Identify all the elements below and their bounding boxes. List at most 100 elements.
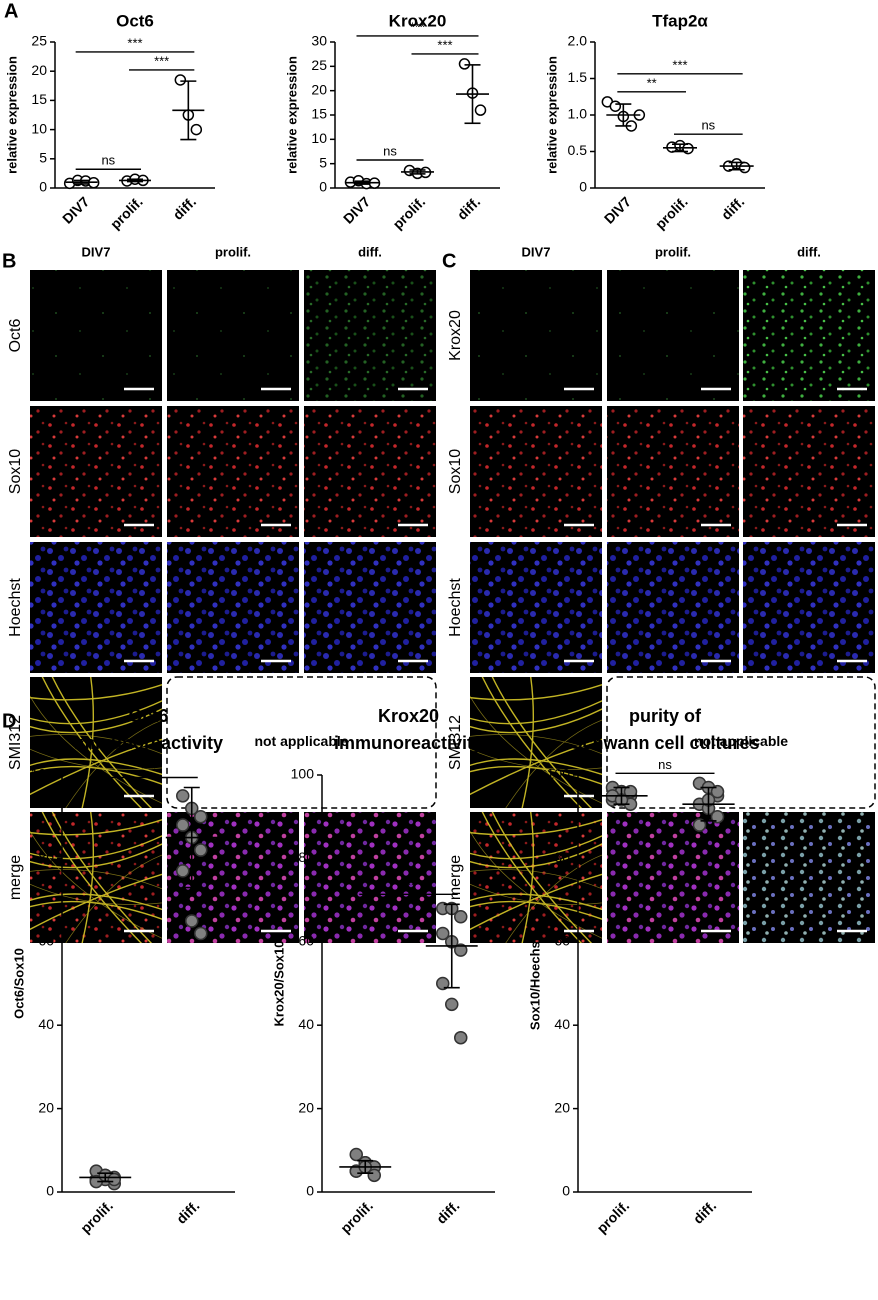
significance-label: ***: [410, 19, 425, 34]
error-bar: [672, 143, 688, 153]
column-header: prolif.: [655, 244, 691, 259]
row-label: merge: [447, 855, 464, 900]
placeholder-box: [606, 676, 876, 809]
y-tick-label: 20: [311, 81, 327, 97]
significance-label: **: [647, 75, 657, 90]
data-point: [436, 976, 450, 991]
y-tick-label: 15: [31, 91, 47, 107]
error-bar: [354, 180, 371, 185]
y-tick-label: 100: [31, 766, 55, 782]
y-tick-label: 20: [31, 62, 47, 78]
y-axis-label: relative expression: [284, 56, 299, 174]
x-tick-label: prolif.: [337, 1197, 376, 1236]
x-tick-label: DIV7: [59, 193, 92, 226]
micrograph-signal: [304, 812, 436, 943]
y-tick-label: 0: [39, 179, 47, 195]
panel-label: D: [2, 710, 16, 732]
data-point: [190, 123, 203, 136]
placeholder-text: not applicable: [694, 733, 788, 749]
x-tick-label: prolif.: [593, 1197, 632, 1236]
column-header: prolif.: [215, 244, 251, 259]
placeholder-text: not applicable: [254, 733, 348, 749]
data-point: [194, 843, 208, 857]
column-header: diff.: [797, 244, 821, 259]
error-bar: [357, 1159, 374, 1175]
y-tick-label: 80: [38, 849, 54, 865]
y-tick-label: 60: [298, 933, 314, 949]
micrograph-signal: [743, 406, 875, 537]
significance-label: ***: [401, 878, 416, 893]
micrograph-signal: [607, 406, 739, 537]
panel-label: C: [442, 250, 456, 272]
micrograph-signal: [470, 270, 602, 401]
row-label: Oct6: [7, 319, 24, 353]
x-tick-label: prolif.: [652, 193, 691, 232]
y-tick-label: 10: [311, 130, 327, 146]
micrograph-signal: [607, 270, 739, 401]
data-point: [474, 104, 487, 116]
data-point: [454, 910, 468, 924]
chart-title: Oct6: [128, 706, 168, 726]
error-bar: [183, 786, 200, 889]
y-tick-label: 0.5: [568, 142, 588, 158]
y-tick-label: 40: [298, 1016, 314, 1032]
data-point: [194, 926, 208, 941]
data-point: [458, 58, 471, 70]
significance-label: ***: [672, 57, 687, 72]
micrograph-signal: [167, 406, 299, 537]
micrograph-signal: [30, 812, 162, 943]
y-axis-label: relative expression: [4, 56, 19, 174]
column-header: DIV7: [82, 244, 111, 259]
column-header: diff.: [358, 244, 382, 259]
error-bar: [97, 1172, 114, 1183]
micrograph-signal: [470, 542, 602, 673]
data-point: [454, 1030, 468, 1045]
y-tick-label: 2.0: [568, 33, 588, 49]
row-label: Sox10: [7, 449, 24, 494]
data-point: [692, 818, 707, 832]
significance-label: ns: [101, 153, 115, 168]
error-bar: [180, 80, 197, 141]
micrograph-signal: [470, 406, 602, 537]
error-bar: [615, 103, 632, 127]
row-label: SMI312: [7, 715, 24, 770]
y-tick-label: 100: [291, 766, 315, 782]
y-tick-label: 20: [554, 1099, 570, 1115]
micrograph-signal: [743, 270, 875, 401]
data-point: [609, 100, 622, 112]
y-tick-label: 40: [554, 1016, 570, 1032]
y-tick-label: 0: [319, 179, 327, 195]
micrograph-signal: [167, 270, 299, 401]
micrograph-signal: [304, 270, 436, 401]
micrograph-signal: [30, 542, 162, 673]
y-tick-label: 20: [38, 1099, 54, 1115]
error-bar: [443, 903, 460, 989]
data-point: [738, 161, 751, 174]
y-tick-label: 60: [554, 933, 570, 949]
y-tick-label: 15: [311, 106, 327, 122]
y-tick-label: 1.0: [568, 106, 588, 122]
y-tick-label: 80: [298, 849, 314, 865]
y-tick-label: 0: [562, 1183, 570, 1199]
row-label: merge: [7, 855, 24, 900]
data-point: [176, 818, 190, 832]
data-point: [176, 789, 190, 803]
data-point: [107, 1172, 121, 1187]
y-tick-label: 80: [554, 849, 570, 865]
row-label: Hoechst: [447, 578, 464, 637]
data-point: [710, 809, 725, 824]
y-tick-label: 5: [39, 150, 47, 166]
row-label: SMI312: [447, 715, 464, 770]
data-point: [445, 997, 459, 1012]
data-point: [436, 926, 450, 941]
data-point: [710, 784, 725, 799]
micrograph-signal: [167, 542, 299, 673]
data-point: [176, 864, 190, 878]
x-tick-label: DIV7: [601, 193, 634, 226]
micrograph-signal: [607, 812, 739, 943]
panel-label: B: [2, 250, 16, 272]
data-point: [367, 1168, 381, 1183]
y-tick-label: 60: [38, 933, 54, 949]
x-tick-label: diff.: [433, 1197, 462, 1226]
placeholder-box: [166, 676, 437, 809]
